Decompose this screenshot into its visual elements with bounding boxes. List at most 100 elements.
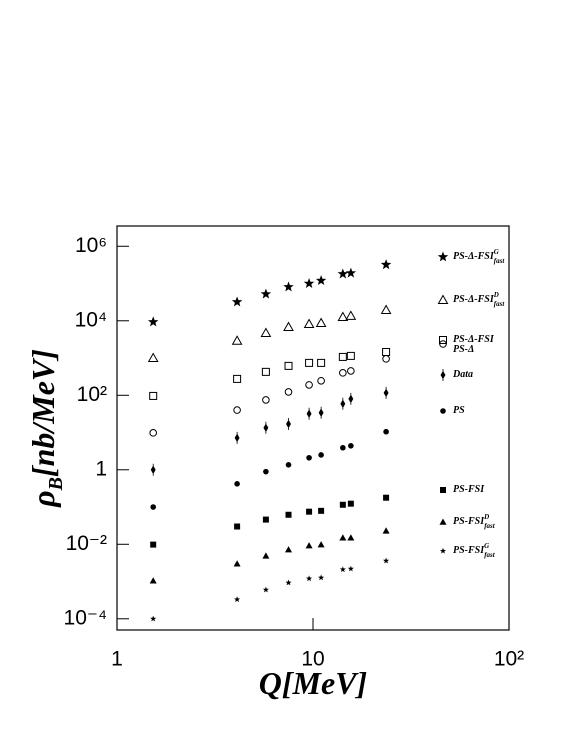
legend-sub: fast <box>494 300 506 308</box>
marker <box>339 369 347 377</box>
marker <box>383 494 390 501</box>
legend-label: PS-FSID fast <box>453 513 496 530</box>
marker <box>303 278 315 288</box>
marker <box>318 452 324 458</box>
marker <box>150 541 157 548</box>
marker <box>306 454 312 461</box>
marker <box>306 575 313 582</box>
marker <box>285 462 292 468</box>
y-tick-label: 10⁶ <box>75 234 107 257</box>
marker <box>305 381 313 389</box>
legend-label: PS-Δ-FSIG fast <box>453 248 505 265</box>
legend-name: PS-Δ-FSI <box>453 251 495 262</box>
marker <box>347 565 354 572</box>
marker <box>339 534 347 541</box>
marker <box>306 407 312 420</box>
legend-marker <box>440 547 446 554</box>
marker <box>147 352 159 363</box>
y-label-rest: [nb/MeV] <box>25 349 61 477</box>
marker <box>380 259 392 270</box>
legend-name: PS <box>453 405 465 416</box>
marker <box>149 577 157 584</box>
marker <box>260 288 272 299</box>
legend-sup: D <box>483 513 489 521</box>
x-axis-label: Q[MeV] <box>259 665 367 701</box>
legend-label: PS-Δ-FSI <box>453 334 495 345</box>
marker <box>234 431 240 444</box>
marker <box>340 397 346 410</box>
legend-name: PS-FSI <box>453 545 485 556</box>
legend-name: PS-FSI <box>453 484 485 495</box>
legend-label: PS-Δ-FSID fast <box>453 291 505 308</box>
marker <box>317 358 326 367</box>
legend-marker <box>440 487 446 493</box>
legend-label: PS-FSIG fast <box>453 542 496 559</box>
legend-sup: G <box>484 542 489 550</box>
marker <box>234 596 241 603</box>
marker <box>261 367 270 376</box>
y-tick-label: 10⁻² <box>66 532 107 555</box>
x-tick-label: 1 <box>111 648 123 671</box>
marker <box>318 507 325 514</box>
marker <box>383 386 389 399</box>
marker <box>317 541 325 548</box>
marker <box>262 396 270 404</box>
marker <box>347 500 354 507</box>
legend-marker <box>439 340 447 348</box>
marker <box>234 523 241 530</box>
marker <box>231 296 243 307</box>
marker <box>260 327 272 337</box>
marker <box>262 516 269 523</box>
marker <box>284 388 293 396</box>
y-axis-label: ρB[nb/MeV] <box>25 349 67 508</box>
marker <box>380 304 392 314</box>
legend-marker <box>440 408 446 414</box>
legend-label: PS-FSI <box>453 484 485 495</box>
marker <box>347 534 355 541</box>
marker <box>148 316 159 327</box>
plot-frame <box>116 225 510 631</box>
marker <box>382 355 390 363</box>
marker <box>263 468 269 475</box>
marker <box>315 317 327 328</box>
marker <box>234 481 240 487</box>
marker <box>150 504 156 510</box>
legend-sub: fast <box>484 551 496 559</box>
legend-sup: G <box>494 248 499 256</box>
y-tick-label: 1 <box>95 457 107 480</box>
marker <box>346 351 355 360</box>
marker <box>150 463 156 476</box>
marker <box>233 406 241 414</box>
marker <box>286 417 291 430</box>
marker <box>149 429 157 437</box>
marker <box>285 511 292 518</box>
marker <box>233 560 241 567</box>
marker <box>383 428 389 435</box>
y-tick-label: 10² <box>77 383 107 406</box>
y-label-main: ρ <box>25 490 61 507</box>
legend-name: Data <box>452 369 473 380</box>
marker <box>383 557 390 564</box>
marker <box>150 615 157 622</box>
x-tick-label: 10² <box>494 648 524 671</box>
marker <box>339 501 346 508</box>
legend-name: PS-Δ-FSI <box>453 334 495 345</box>
marker <box>317 376 325 385</box>
marker <box>348 443 354 449</box>
marker <box>233 374 242 383</box>
marker <box>305 542 313 549</box>
marker <box>149 391 158 400</box>
marker <box>345 310 357 320</box>
legend-sub: fast <box>494 257 506 265</box>
marker <box>283 321 294 332</box>
marker <box>262 586 269 593</box>
marker <box>347 367 355 375</box>
legend-label: PS <box>453 405 465 416</box>
marker <box>337 311 349 322</box>
legend-marker <box>440 369 446 381</box>
marker <box>339 566 346 573</box>
legend-marker <box>437 251 449 262</box>
marker <box>231 335 243 345</box>
legend-name: PS-Δ <box>453 344 474 355</box>
